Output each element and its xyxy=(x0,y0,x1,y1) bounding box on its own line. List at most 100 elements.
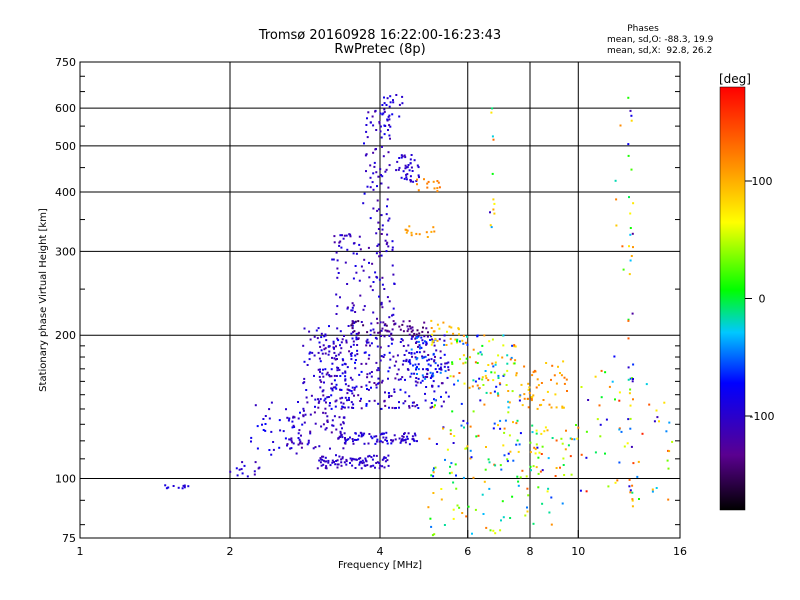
echo-point xyxy=(290,439,293,442)
echo-point xyxy=(327,396,330,398)
echo-point xyxy=(338,435,341,438)
echo-point xyxy=(369,176,372,179)
echo-point xyxy=(636,475,639,478)
echo-point xyxy=(339,240,342,243)
echo-point xyxy=(458,340,461,343)
echo-point xyxy=(631,498,634,501)
echo-point xyxy=(400,176,403,179)
echo-point xyxy=(339,423,342,426)
echo-point xyxy=(349,353,352,356)
echo-point xyxy=(476,335,479,338)
echo-point xyxy=(470,456,473,459)
echo-point xyxy=(354,311,357,313)
echo-point xyxy=(366,185,369,188)
echo-point xyxy=(426,372,429,375)
echo-point xyxy=(369,217,372,220)
echo-point xyxy=(482,384,485,386)
echo-point xyxy=(256,447,259,450)
echo-point xyxy=(338,244,341,247)
echo-point xyxy=(365,344,368,347)
echo-point xyxy=(479,399,482,402)
echo-point xyxy=(321,352,324,355)
echo-point xyxy=(336,369,339,372)
echo-point xyxy=(290,447,293,450)
echo-point xyxy=(317,406,320,409)
echo-point xyxy=(483,480,486,483)
echo-point xyxy=(477,434,480,437)
echo-point xyxy=(532,371,535,374)
echo-point xyxy=(302,407,305,410)
echo-point xyxy=(380,381,383,384)
echo-point xyxy=(555,467,558,469)
echo-point xyxy=(398,401,400,404)
echo-point xyxy=(531,374,534,377)
echo-point xyxy=(546,429,549,432)
echo-point xyxy=(431,534,434,537)
echo-point xyxy=(165,487,168,490)
echo-point xyxy=(413,372,416,375)
echo-point xyxy=(381,175,384,178)
echo-point xyxy=(378,467,381,470)
echo-point xyxy=(420,336,423,339)
echo-point xyxy=(410,337,413,340)
echo-point xyxy=(326,396,329,399)
echo-point xyxy=(380,233,383,235)
echo-point xyxy=(410,330,413,333)
echo-point xyxy=(651,490,654,493)
echo-point xyxy=(351,309,354,312)
echo-point xyxy=(388,316,391,319)
echo-point xyxy=(331,258,334,261)
echo-point xyxy=(343,335,345,337)
echo-point xyxy=(380,136,383,139)
echo-point xyxy=(430,343,433,346)
echo-point xyxy=(253,473,256,476)
echo-point xyxy=(368,372,371,375)
echo-point xyxy=(368,276,371,279)
echo-point xyxy=(629,427,632,430)
echo-point xyxy=(387,115,390,118)
echo-point xyxy=(289,447,292,450)
echo-point xyxy=(362,324,365,327)
echo-point xyxy=(605,418,608,421)
echo-point xyxy=(489,392,492,395)
echo-point xyxy=(462,342,465,345)
echo-point xyxy=(335,293,338,296)
echo-point xyxy=(546,390,549,393)
echo-point xyxy=(494,532,497,535)
echo-point xyxy=(503,373,506,376)
echo-point xyxy=(425,343,428,346)
echo-point xyxy=(419,381,422,384)
echo-point xyxy=(322,411,325,414)
echo-point xyxy=(302,414,305,417)
echo-point xyxy=(491,338,494,341)
echo-point xyxy=(502,374,505,377)
echo-point xyxy=(628,196,630,199)
echo-point xyxy=(561,442,564,445)
echo-point xyxy=(369,121,372,124)
echo-point xyxy=(392,273,395,276)
echo-point xyxy=(535,443,538,446)
echo-point xyxy=(499,529,502,532)
echo-point xyxy=(322,463,325,466)
echo-point xyxy=(341,456,344,459)
echo-point xyxy=(304,413,307,416)
echo-point xyxy=(360,321,363,323)
echo-point xyxy=(357,394,360,397)
echo-point xyxy=(333,351,336,354)
echo-point xyxy=(337,339,340,342)
echo-point xyxy=(388,134,391,137)
echo-point xyxy=(622,268,625,271)
echo-point xyxy=(408,405,411,408)
echo-point xyxy=(383,288,386,290)
echo-point xyxy=(382,356,385,358)
echo-point xyxy=(430,327,433,329)
echo-point xyxy=(414,434,417,437)
echo-point xyxy=(527,406,530,409)
echo-point xyxy=(324,397,327,400)
echo-point xyxy=(383,335,386,338)
echo-point xyxy=(355,271,358,274)
echo-point xyxy=(490,111,493,114)
echo-point xyxy=(611,380,614,383)
echo-point xyxy=(430,525,433,528)
echo-point xyxy=(411,401,414,404)
